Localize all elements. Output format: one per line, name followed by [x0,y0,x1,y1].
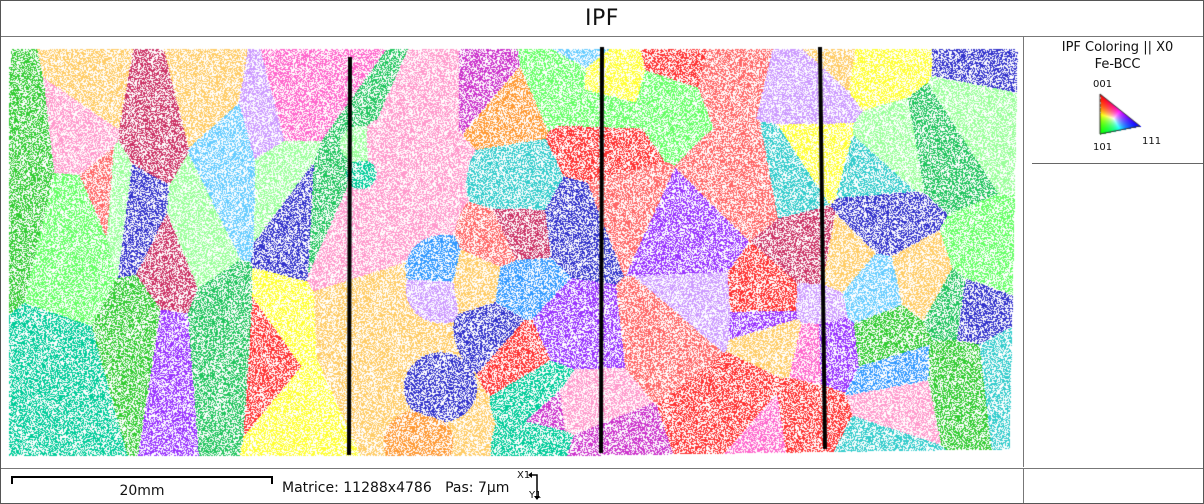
title-bar: IPF [1,1,1203,37]
axis-x-label: X1 [517,470,531,481]
corner-label-101: 101 [1093,142,1113,153]
ipf-legend: IPF Coloring || X0 Fe-BCC 001 101 111 [1032,37,1203,164]
ipf-map[interactable] [1,37,1024,467]
ipf-map-canvas[interactable] [1,37,1023,467]
axis-orientation-icon [528,472,540,500]
map-title: IPF [585,6,619,31]
legend-panel: IPF Coloring || X0 Fe-BCC 001 101 111 [1024,37,1203,467]
legend-coloring: IPF Coloring || X0 [1061,40,1174,55]
corner-label-111: 111 [1142,136,1162,147]
corner-label-001: 001 [1093,79,1113,90]
axis-y-label: Y1 [529,490,542,501]
matrix-size: Matrice: 11288x4786 [282,480,432,496]
step-size: Pas: 7µm [445,480,510,496]
legend-phase: Fe-BCC [1094,57,1141,72]
scale-label: 20mm [119,483,165,499]
footer-divider [1023,468,1024,503]
ipf-triangle-icon [1098,92,1144,138]
matrix-info: Matrice: 11288x4786 Pas: 7µm [282,480,509,496]
status-bar: 20mm Matrice: 11288x4786 Pas: 7µm X1 Y1 [1,468,1203,504]
scale-bar [11,476,273,484]
